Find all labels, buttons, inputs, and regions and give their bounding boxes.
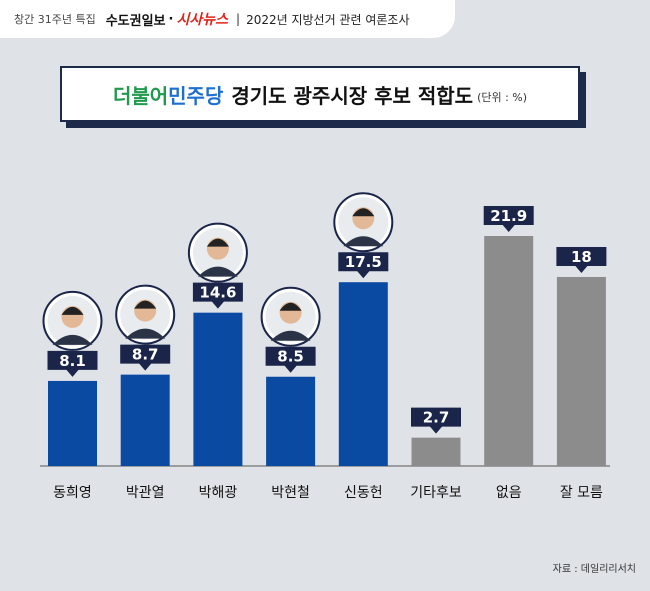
value-label-6: 2.7: [423, 409, 450, 427]
newspaper-logo: 수도권일보: [105, 13, 166, 29]
value-label-badge-2: [120, 344, 171, 371]
category-label-7: 없음: [496, 485, 522, 501]
bar-8: [556, 276, 606, 466]
source-note: 자료 : 데일리리서치: [552, 564, 636, 575]
person-shoulders-icon-4: [270, 330, 311, 341]
value-label-badge-7: [483, 206, 534, 232]
header-banner: 창간 31주년 특집 수도권일보 · 시사뉴스 | 2022년 지방선거 관련 …: [0, 0, 455, 38]
person-shoulders-icon-1: [52, 334, 93, 345]
bar-6: [411, 437, 461, 466]
category-label-5: 신동헌: [344, 485, 383, 501]
value-label-4: 8.5: [277, 348, 304, 366]
person-hair-icon-2: [134, 300, 157, 309]
value-label-7: 21.9: [490, 207, 527, 225]
person-hair-icon-3: [206, 238, 229, 247]
value-label-8: 18: [571, 248, 592, 266]
value-label-badge-1: [47, 350, 98, 377]
party-name-part1: 더불어: [112, 83, 169, 108]
person-shoulders-icon-3: [197, 266, 238, 277]
person-hair-icon-5: [352, 208, 375, 217]
value-label-badge-3: [192, 282, 243, 309]
value-label-badge-8: [556, 246, 607, 273]
chart-title-box: 더불어민주당 경기도 광주시장 후보 적합도 (단위 : %): [60, 66, 580, 122]
value-label-3: 14.6: [199, 284, 236, 302]
value-label-2: 8.7: [132, 346, 159, 364]
chart-title: 경기도 광주시장 후보 적합도: [231, 83, 474, 108]
category-label-4: 박현철: [271, 485, 310, 501]
party-name-part2: 민주당: [168, 83, 224, 108]
person-shoulders-icon-5: [343, 236, 384, 247]
value-label-badge-6: [411, 407, 461, 434]
value-label-badge-5: [338, 252, 389, 279]
bar-7: [484, 236, 534, 466]
value-label-5: 17.5: [345, 253, 382, 271]
category-label-1: 동희영: [53, 485, 92, 501]
header-dot: ·: [168, 11, 174, 27]
edition-label: 창간 31주년 특집: [14, 13, 96, 26]
bar-3: [193, 312, 243, 466]
person-hair-icon-4: [279, 302, 302, 311]
value-label-badge-4: [265, 346, 316, 373]
category-label-8: 잘 모름: [560, 485, 603, 501]
survey-label: 2022년 지방선거 관련 여론조사: [246, 12, 410, 27]
category-label-2: 박관열: [126, 485, 165, 501]
unit-label: (단위 : %): [477, 91, 528, 104]
bar-2: [120, 374, 170, 466]
bar-1: [48, 380, 97, 466]
person-hair-icon-1: [61, 306, 84, 315]
party-name: 더불어민주당: [113, 80, 223, 109]
bar-4: [266, 376, 316, 466]
person-shoulders-icon-2: [125, 328, 166, 339]
bar-5: [338, 282, 388, 466]
value-label-1: 8.1: [59, 352, 86, 370]
category-label-6: 기타후보: [410, 485, 462, 501]
sisa-news-logo: 시사뉴스: [176, 12, 229, 28]
header-separator: |: [236, 12, 241, 26]
category-label-3: 박해광: [199, 485, 238, 501]
